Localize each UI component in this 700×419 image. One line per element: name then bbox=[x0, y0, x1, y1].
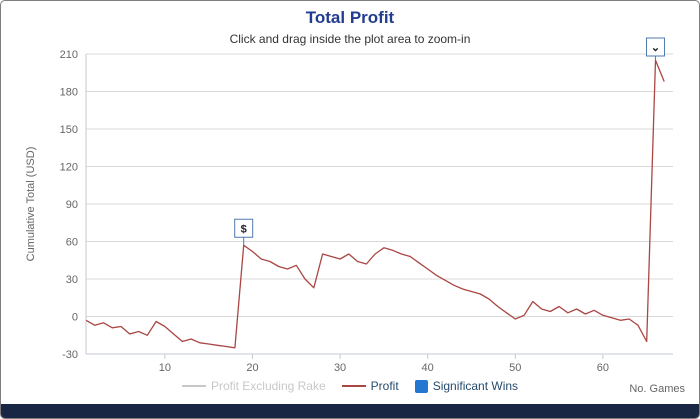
x-tick-label: 40 bbox=[422, 362, 434, 374]
x-tick-label: 50 bbox=[509, 362, 521, 374]
legend-label: Profit bbox=[370, 379, 399, 393]
legend-line-swatch bbox=[181, 385, 206, 387]
y-tick-label: 210 bbox=[60, 49, 78, 61]
x-tick-label: 60 bbox=[597, 362, 609, 374]
footer-band bbox=[1, 404, 699, 418]
legend-square-swatch bbox=[414, 379, 428, 393]
legend-line-swatch bbox=[341, 385, 366, 387]
legend: Profit Excluding Rake Profit Significant W… bbox=[1, 379, 699, 393]
profit-line-series bbox=[85, 59, 665, 349]
y-tick-label: 150 bbox=[60, 124, 78, 136]
flag-label: $ bbox=[241, 223, 247, 235]
flag-marker[interactable] bbox=[645, 37, 665, 57]
y-tick-label: -30 bbox=[62, 349, 78, 361]
legend-label: Significant Wins bbox=[432, 379, 519, 393]
flag-label: ⌄ bbox=[651, 42, 660, 54]
y-tick-label: 30 bbox=[66, 274, 78, 286]
legend-item-significant-wins[interactable]: Significant Wins bbox=[414, 379, 519, 393]
legend-item-profit[interactable]: Profit bbox=[341, 379, 399, 393]
flag-marker[interactable] bbox=[234, 218, 254, 238]
y-tick-label: 180 bbox=[60, 87, 78, 99]
y-tick-label: 60 bbox=[66, 237, 78, 249]
x-tick-label: 30 bbox=[334, 362, 346, 374]
x-axis-title: No. Games bbox=[629, 383, 685, 395]
legend-label: Profit Excluding Rake bbox=[210, 379, 326, 393]
profit-chart-plot-area[interactable]: -30 0 30 60 90 120 150 180 210 10 20 30 40 50 60 $ ⌄ bbox=[1, 1, 700, 405]
chart-subtitle: Click and drag inside the plot area to z… bbox=[229, 32, 471, 46]
legend-item-profit-excluding-rake[interactable]: Profit Excluding Rake bbox=[181, 379, 326, 393]
x-tick-label: 20 bbox=[246, 362, 258, 374]
y-tick-label: 120 bbox=[60, 162, 78, 174]
y-tick-label: 90 bbox=[66, 199, 78, 211]
x-tick-label: 10 bbox=[159, 362, 171, 374]
chart-title: Total Profit bbox=[305, 8, 395, 27]
y-tick-label: 0 bbox=[72, 312, 78, 324]
